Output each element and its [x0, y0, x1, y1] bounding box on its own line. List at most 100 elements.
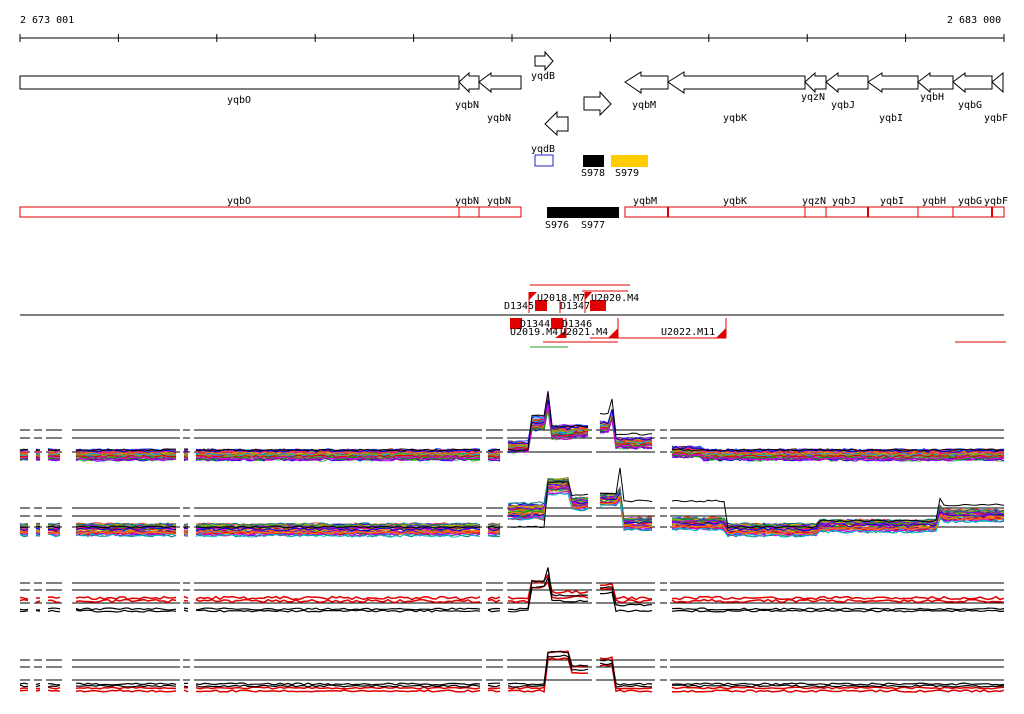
feature-D1347[interactable]: [590, 300, 606, 311]
feature-label: U2019.M4: [510, 327, 558, 338]
signal-line: [35, 534, 41, 537]
signal-line: [75, 527, 177, 532]
feature-U2021-marker[interactable]: [608, 328, 618, 338]
segment-label: S977: [581, 220, 605, 231]
feature-U2022-marker[interactable]: [716, 328, 726, 338]
gap-mask: [180, 654, 183, 694]
feature-D1346[interactable]: [551, 318, 563, 329]
gene-arrow-yqdB-bottom[interactable]: [544, 110, 569, 137]
gap-mask: [667, 424, 670, 466]
signal-line: [47, 452, 60, 456]
signal-line: [47, 599, 61, 604]
signal-line: [599, 656, 653, 690]
signal-line: [35, 454, 41, 456]
segment-S976-S977[interactable]: [547, 207, 619, 218]
feature-U2020-marker[interactable]: [585, 292, 592, 300]
gene-label: yqbG: [958, 100, 982, 111]
gene-arrow-yqbH[interactable]: [917, 72, 954, 94]
gap-mask: [30, 424, 34, 466]
gene-label: yqbI: [880, 196, 904, 207]
feature-label: D1347: [560, 301, 590, 312]
signal-line: [47, 449, 61, 451]
gene-label: yqbK: [723, 196, 747, 207]
gap-mask: [655, 577, 660, 617]
gap-mask: [592, 577, 596, 617]
gene-arrow-yqbM[interactable]: [624, 71, 669, 94]
signal-line: [599, 490, 653, 522]
signal-line: [507, 650, 589, 686]
gene-arrow-yqbG[interactable]: [952, 72, 993, 94]
signal-line: [183, 689, 189, 693]
gene-arrow-yqbJ[interactable]: [825, 72, 869, 94]
segment-S978[interactable]: [583, 155, 604, 167]
gene-label: yqbN: [487, 196, 511, 207]
gene-arrow-yqbI[interactable]: [867, 72, 919, 93]
gap-mask: [190, 654, 194, 694]
feature-label: U2020.M4: [591, 293, 639, 304]
signal-line: [19, 684, 29, 688]
feature-D1345[interactable]: [535, 300, 547, 311]
gap-mask: [190, 502, 194, 541]
signal-line: [507, 573, 589, 600]
signal-line: [183, 523, 189, 526]
signal-line: [599, 491, 653, 525]
gene-arrow-yqzN[interactable]: [804, 71, 827, 94]
signal-line: [19, 456, 29, 459]
signal-line: [487, 684, 501, 688]
yqdB-box[interactable]: [534, 154, 554, 167]
signal-line: [48, 527, 61, 532]
feature-label: U2021.M4: [560, 327, 608, 338]
feature-D1344[interactable]: [510, 318, 522, 329]
gene-arrow-yqbN-1[interactable]: [458, 71, 480, 94]
signal-line: [507, 567, 589, 611]
gap-mask: [180, 502, 183, 541]
signal-line: [183, 526, 189, 529]
signal-line: [599, 419, 653, 449]
signal-line: [599, 591, 653, 613]
gene-arrow-yqbF[interactable]: [991, 71, 1004, 94]
signal-line: [35, 684, 41, 688]
gene-arrow-yqbK[interactable]: [667, 71, 806, 94]
signal-line: [671, 609, 1005, 613]
signal-line: [35, 525, 41, 528]
signal-line: [19, 598, 29, 602]
signal-line: [75, 609, 177, 613]
signal-line: [183, 456, 189, 458]
gap-mask: [190, 577, 194, 617]
signal-line: [487, 687, 501, 690]
signal-line: [599, 662, 652, 688]
gene-arrow-mid-right[interactable]: [583, 90, 612, 117]
gene-label: yqbK: [723, 113, 747, 124]
signal-line: [75, 448, 176, 452]
signal-line: [75, 525, 177, 529]
segment-label: S978: [581, 168, 605, 179]
gene-label: yqbN: [455, 100, 479, 111]
signal-line: [671, 452, 1005, 459]
red-gene-box-left[interactable]: [19, 206, 522, 218]
gene-arrow-yqbN-2[interactable]: [478, 72, 522, 94]
signal-line: [487, 522, 501, 527]
signal-line: [35, 456, 41, 459]
signal-line: [671, 595, 1005, 601]
signal-line: [487, 598, 501, 603]
feature-U2018-marker[interactable]: [529, 292, 537, 300]
signal-line: [47, 596, 61, 599]
segment-S979[interactable]: [611, 155, 648, 167]
signal-line: [19, 453, 29, 456]
signal-line: [671, 516, 1005, 538]
signal-line: [75, 532, 177, 537]
feature-U2019-marker[interactable]: [555, 330, 566, 338]
signal-line: [487, 453, 501, 457]
gene-arrow-yqbO[interactable]: [19, 75, 460, 90]
gene-label: yqbM: [632, 100, 656, 111]
signal-line: [195, 609, 481, 613]
signal-line: [75, 452, 176, 457]
red-gene-labels: yqbO yqbN yqbN yqbM yqbK yqzN yqbJ yqbI …: [227, 196, 1008, 207]
signal-line: [75, 598, 177, 604]
signal-line: [599, 467, 653, 503]
signal-line: [599, 488, 653, 521]
signal-line: [47, 458, 61, 461]
red-gene-box-right[interactable]: [624, 206, 1005, 218]
gene-arrow-yqdB-top[interactable]: [534, 50, 554, 72]
